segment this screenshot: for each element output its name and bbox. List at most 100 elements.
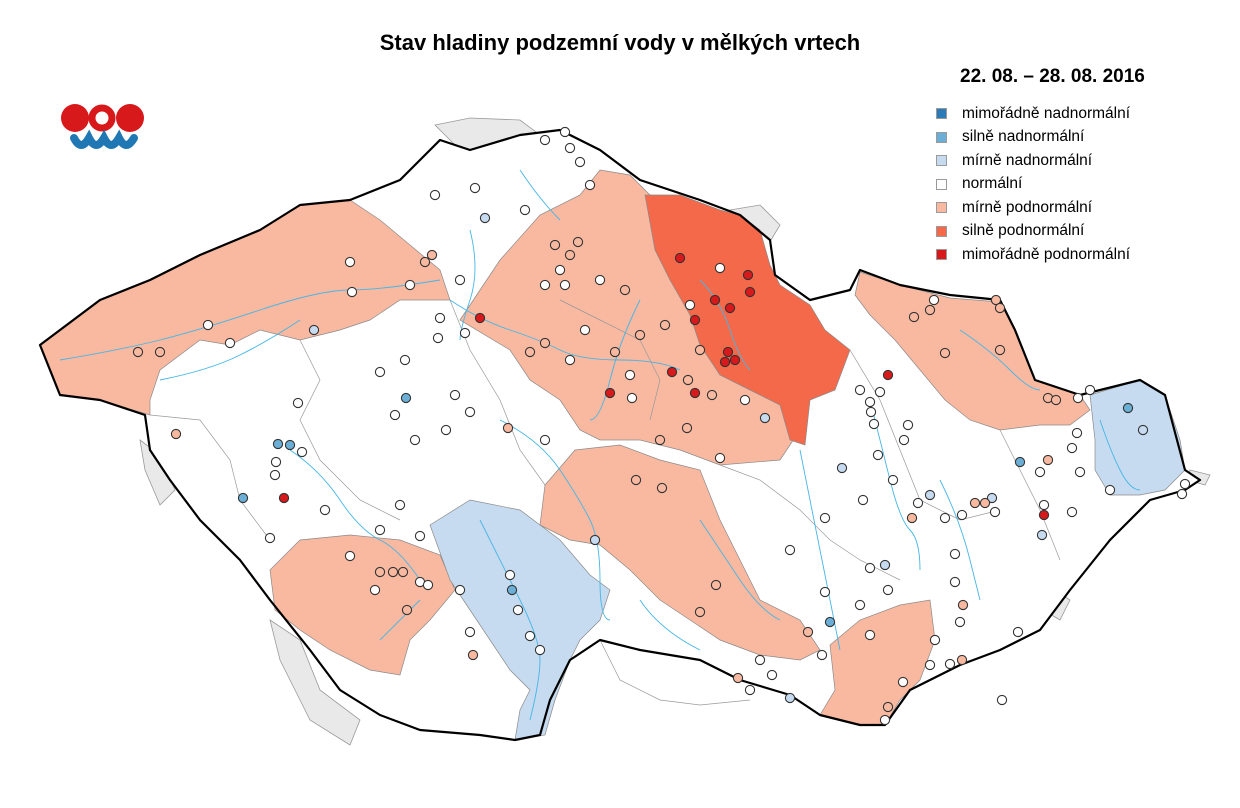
legend-item: silně podnormální (936, 220, 1130, 244)
legend-swatch (936, 178, 947, 190)
well-marker (666, 366, 678, 378)
well-marker (879, 714, 891, 726)
well-marker (1176, 488, 1188, 500)
well-marker (836, 462, 848, 474)
well-marker (819, 586, 831, 598)
well-marker (270, 456, 282, 468)
well-marker (694, 344, 706, 356)
well-marker (994, 344, 1006, 356)
well-marker (956, 509, 968, 521)
well-marker (389, 409, 401, 421)
well-marker (874, 386, 886, 398)
well-marker (744, 684, 756, 696)
well-marker (897, 676, 909, 688)
well-marker (319, 504, 331, 516)
well-marker (572, 236, 584, 248)
well-marker (742, 269, 754, 281)
map-title: Stav hladiny podzemní vody v mělkých vrt… (379, 30, 861, 55)
well-marker (706, 389, 718, 401)
well-marker (630, 474, 642, 486)
legend-swatch (936, 249, 947, 261)
well-marker (714, 262, 726, 274)
well-marker (924, 304, 936, 316)
well-marker (709, 294, 721, 306)
well-marker (694, 606, 706, 618)
well-marker (409, 434, 421, 446)
well-marker (939, 512, 951, 524)
well-marker (994, 302, 1006, 314)
well-marker (865, 406, 877, 418)
well-marker (429, 189, 441, 201)
well-marker (479, 212, 491, 224)
well-marker (682, 374, 694, 386)
well-marker (269, 469, 281, 481)
well-marker (467, 649, 479, 661)
well-marker (957, 599, 969, 611)
legend-label: mimořádně podnormální (962, 245, 1131, 263)
well-marker (854, 384, 866, 396)
well-marker (979, 497, 991, 509)
well-marker (374, 566, 386, 578)
well-marker (864, 396, 876, 408)
well-marker (559, 126, 571, 138)
wells (132, 126, 1191, 726)
well-marker (944, 658, 956, 670)
well-marker (902, 419, 914, 431)
well-marker (506, 584, 518, 596)
well-marker (954, 616, 966, 628)
well-marker (400, 392, 412, 404)
well-marker (1072, 392, 1084, 404)
well-marker (1042, 454, 1054, 466)
legend-item: silně nadnormální (936, 126, 1130, 150)
well-marker (784, 692, 796, 704)
region-south-central (539, 444, 821, 661)
well-marker (659, 319, 671, 331)
well-marker (346, 286, 358, 298)
well-marker (237, 492, 249, 504)
well-marker (464, 626, 476, 638)
well-marker (634, 329, 646, 341)
well-marker (549, 239, 561, 251)
well-marker (732, 672, 744, 684)
well-marker (990, 294, 1002, 306)
well-marker (284, 439, 296, 451)
legend-swatch (936, 155, 947, 167)
legend-swatch (936, 202, 947, 214)
well-marker (816, 649, 828, 661)
well-marker (1104, 484, 1116, 496)
legend-swatch (936, 225, 947, 237)
well-marker (594, 274, 606, 286)
well-marker (906, 512, 918, 524)
well-marker (459, 327, 471, 339)
well-marker (1179, 478, 1191, 490)
well-marker (898, 434, 910, 446)
well-marker (882, 584, 894, 596)
well-marker (949, 548, 961, 560)
well-marker (654, 434, 666, 446)
well-marker (434, 312, 446, 324)
well-marker (292, 397, 304, 409)
well-marker (422, 579, 434, 591)
well-marker (296, 446, 308, 458)
well-marker (879, 559, 891, 571)
well-marker (449, 389, 461, 401)
national-border (38, 128, 1202, 742)
legend-swatch (936, 131, 947, 143)
well-marker (857, 494, 869, 506)
well-marker (502, 422, 514, 434)
well-marker (414, 530, 426, 542)
well-marker (539, 134, 551, 146)
well-marker (924, 489, 936, 501)
well-marker (724, 302, 736, 314)
well-marker (626, 392, 638, 404)
well-marker (969, 497, 981, 509)
well-marker (387, 566, 399, 578)
legend: mimořádně nadnormální silně nadnormální mí… (936, 102, 1130, 267)
well-marker (689, 387, 701, 399)
well-marker (1014, 456, 1026, 468)
well-marker (1036, 529, 1048, 541)
well-marker (154, 346, 166, 358)
well-marker (882, 369, 894, 381)
well-marker (924, 659, 936, 671)
